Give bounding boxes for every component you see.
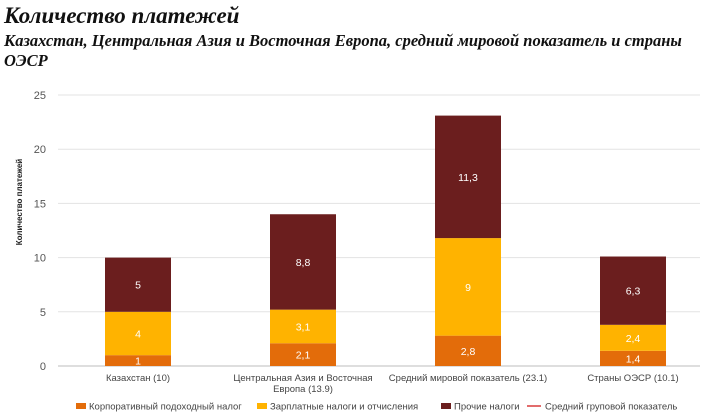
data-label: 2,4 (626, 333, 641, 345)
data-label: 5 (135, 280, 141, 292)
bar-segment (435, 335, 501, 366)
data-label: 6,3 (626, 286, 641, 298)
y-tick-label: 15 (34, 198, 46, 210)
x-axis-labels: Казахстан (10) Центральная Азия и Восточн… (106, 373, 679, 395)
bar-segment (435, 238, 501, 336)
bar-segment (270, 214, 336, 310)
bar-segment (600, 350, 666, 366)
data-label: 1,4 (626, 353, 641, 365)
y-tick-label: 0 (40, 361, 46, 373)
x-tick-label: Средний мировой показатель (23.1) (389, 373, 547, 384)
legend-swatch (257, 403, 267, 409)
y-tick-label: 20 (34, 144, 46, 156)
bar-segment (270, 343, 336, 366)
legend-entry: Прочие налоги (454, 402, 520, 413)
x-tick-label: Европа (13.9) (273, 384, 333, 395)
data-label: 2,8 (461, 346, 476, 358)
data-labels: 1 4 5 2,1 3,1 8,8 2,8 9 11,3 1,4 2,4 6,3 (135, 172, 640, 368)
x-tick-label: Страны ОЭСР (10.1) (587, 373, 678, 384)
y-tick-label: 5 (40, 307, 46, 319)
y-axis-ticks: 0 5 10 15 20 25 (34, 90, 46, 373)
bar-segment (105, 257, 171, 312)
data-label: 11,3 (458, 172, 478, 184)
chart-subtitle: Казахстан, Центральная Азия и Восточная … (4, 31, 682, 70)
bars (105, 115, 666, 366)
x-tick-label: Казахстан (10) (106, 373, 170, 384)
legend-entry: Средний груповой показатель (545, 402, 677, 413)
data-label: 4 (135, 328, 141, 340)
bar-segment (600, 256, 666, 325)
y-tick-label: 25 (34, 90, 46, 102)
chart-title: Количество платежей (4, 3, 240, 28)
bar-segment (600, 324, 666, 351)
x-tick-label: Центральная Азия и Восточная (233, 373, 372, 384)
data-label: 8,8 (296, 257, 311, 269)
legend-entry: Зарплатные налоги и отчисления (270, 402, 418, 413)
bar-segment (105, 355, 171, 366)
legend: Корпоративный подоходный налог Зарплатные… (76, 402, 677, 413)
legend-swatch (441, 403, 451, 409)
data-label: 2,1 (296, 350, 311, 362)
data-label: 9 (465, 282, 471, 294)
data-label: 3,1 (296, 321, 311, 333)
legend-entry: Корпоративный подоходный налог (89, 402, 242, 413)
bar-segment (270, 309, 336, 344)
bar-segment (105, 311, 171, 356)
data-label: 1 (135, 356, 141, 368)
y-tick-label: 10 (34, 253, 46, 265)
bar-segment (435, 115, 501, 239)
y-axis-label: Количество платежей (15, 159, 24, 245)
legend-swatch (76, 403, 86, 409)
